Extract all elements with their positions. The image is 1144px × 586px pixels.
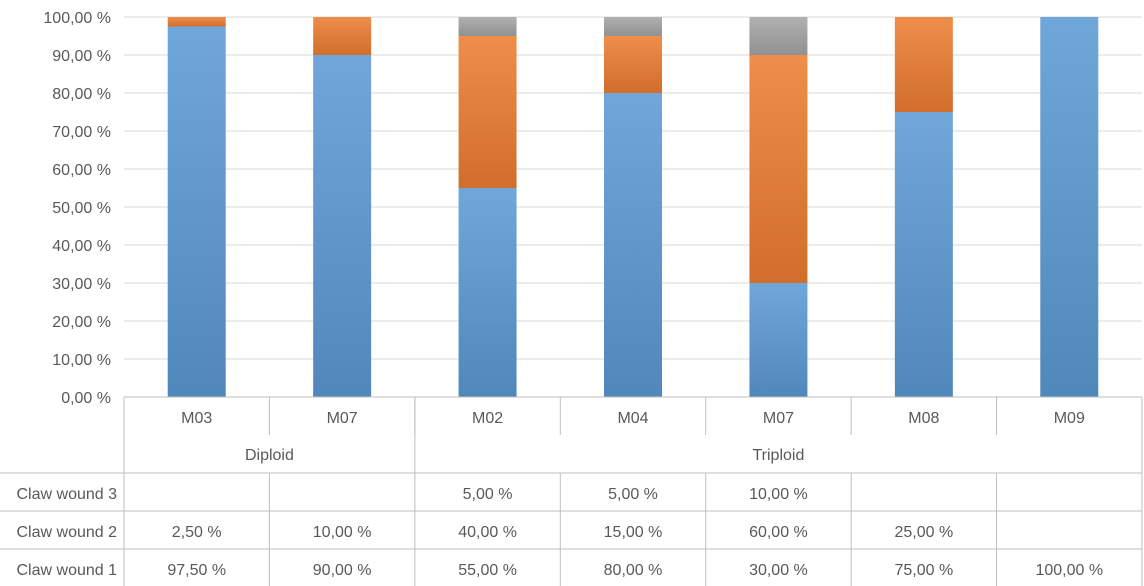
y-tick-label: 40,00 % [52, 238, 111, 255]
data-label: 5,00 % [608, 486, 658, 503]
bars [167, 17, 1099, 397]
data-label: 60,00 % [749, 524, 808, 541]
y-tick-label: 50,00 % [52, 200, 111, 217]
bar-segment [894, 112, 953, 397]
y-axis: 0,00 % 10,00 % 20,00 % 30,00 % 40,00 % 50,00 … [43, 10, 111, 407]
x-category-label: M09 [1054, 410, 1085, 427]
x-group-label: Triploid [752, 447, 804, 464]
data-label: 80,00 % [604, 562, 663, 579]
data-label: 2,50 % [172, 524, 222, 541]
data-label: 55,00 % [458, 562, 517, 579]
bar-segment [458, 36, 517, 188]
bar-segment [458, 188, 517, 397]
data-label: 25,00 % [894, 524, 953, 541]
y-tick-label: 20,00 % [52, 314, 111, 331]
x-category-label: M08 [908, 410, 939, 427]
y-tick-label: 10,00 % [52, 352, 111, 369]
bar-segment [749, 17, 808, 55]
bar-segment [604, 36, 662, 93]
y-tick-label: 0,00 % [61, 390, 111, 407]
x-category-label: M07 [763, 410, 794, 427]
data-label: 10,00 % [313, 524, 372, 541]
y-tick-label: 90,00 % [52, 48, 111, 65]
bar-segment [167, 17, 226, 27]
bar-segment [604, 17, 662, 36]
bar-segment [894, 17, 953, 112]
data-label: 10,00 % [749, 486, 808, 503]
y-tick-label: 100,00 % [43, 10, 111, 27]
x-category-label: M04 [617, 410, 648, 427]
y-tick-label: 70,00 % [52, 124, 111, 141]
data-label: 5,00 % [463, 486, 513, 503]
bar-segment [1040, 17, 1099, 397]
data-label: 97,50 % [167, 562, 226, 579]
y-tick-label: 80,00 % [52, 86, 111, 103]
x-category-label: M02 [472, 410, 503, 427]
bar-segment [458, 17, 517, 36]
data-label: 100,00 % [1035, 562, 1103, 579]
series-name: Claw wound 2 [17, 524, 118, 541]
data-label: 75,00 % [894, 562, 953, 579]
x-category-label: M07 [327, 410, 358, 427]
x-group-label: Diploid [245, 447, 294, 464]
data-label: 40,00 % [458, 524, 517, 541]
bar-segment [749, 283, 808, 397]
bar-segment [313, 55, 372, 397]
data-label: 30,00 % [749, 562, 808, 579]
series-name: Claw wound 1 [17, 562, 118, 579]
data-label: 15,00 % [604, 524, 663, 541]
y-tick-label: 30,00 % [52, 276, 111, 293]
data-table: M03 M07 M02 M04 M07 M08 M09 Diploid Triploid Claw… [0, 396, 1143, 586]
bar-segment [604, 93, 662, 397]
x-category-label: M03 [181, 410, 212, 427]
y-tick-label: 60,00 % [52, 162, 111, 179]
bar-segment [167, 26, 226, 397]
data-label: 90,00 % [313, 562, 372, 579]
bar-segment [749, 55, 808, 283]
bar-segment [313, 17, 372, 55]
series-name: Claw wound 3 [17, 486, 118, 503]
